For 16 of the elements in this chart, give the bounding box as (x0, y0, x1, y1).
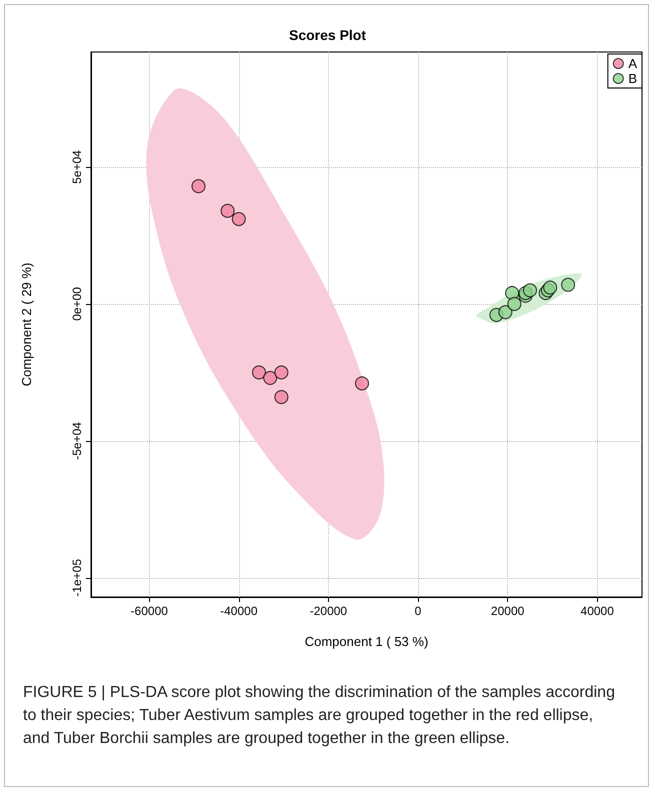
x-tick-label: 40000 (580, 604, 614, 618)
chart-title: Scores Plot (288, 27, 366, 43)
y-axis-title: Component 2 ( 29 %) (19, 262, 34, 386)
y-tick-label: -1e+05 (70, 558, 84, 597)
x-tick-label: -40000 (220, 604, 258, 618)
x-tick-label: 0 (414, 604, 422, 618)
x-tick-label: -60000 (130, 604, 168, 618)
y-tick-label: 5e+04 (70, 150, 84, 184)
x-tick-label: 20000 (490, 604, 525, 618)
x-axis-title: Component 1 ( 53 %) (304, 634, 428, 649)
y-tick-label: -5e+04 (70, 422, 84, 460)
y-tick-label: 0e+00 (70, 286, 84, 321)
legend-label: A (628, 56, 638, 71)
caption: FIGURE 5 | PLS-DA score plot showing the discrimination of the samples according to their species; Tuber Aestivum samples are grouped together in the red ellipse, and Tuber Borchii samples are grouped together in the green ellipse. (23, 683, 616, 749)
legend-label: B (628, 71, 637, 86)
x-tick-label: -20000 (310, 604, 348, 618)
